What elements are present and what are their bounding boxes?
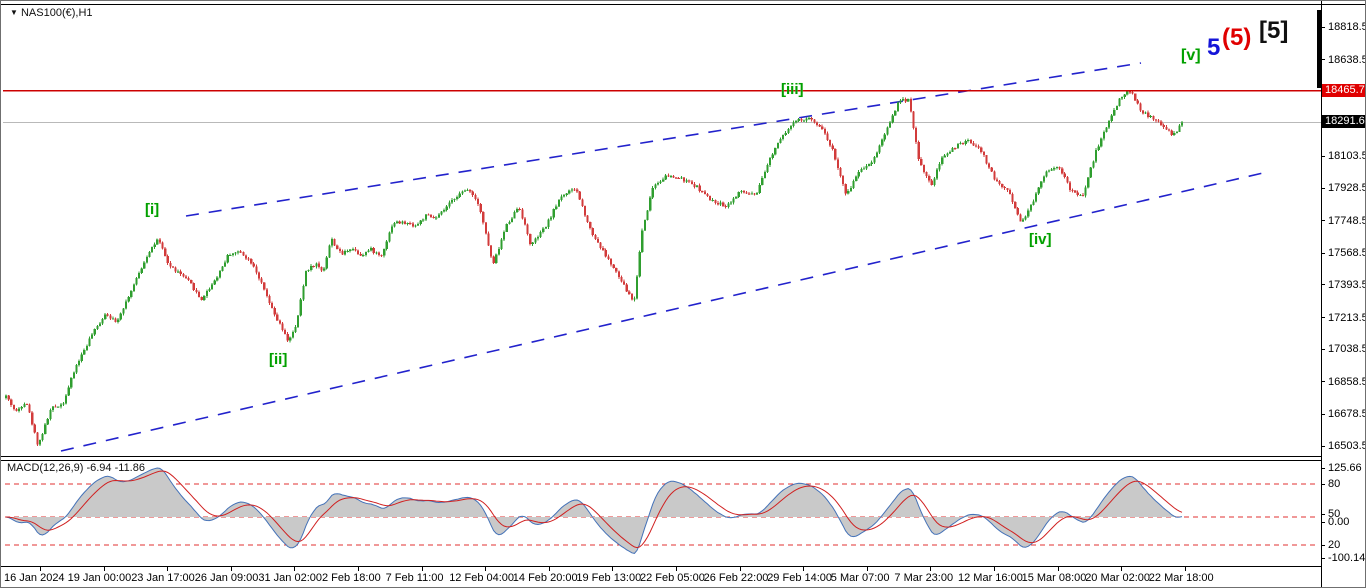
price-axis-label: 18638.5	[1328, 53, 1366, 66]
time-axis-label: 26 Jan 09:00	[194, 572, 259, 584]
macd-top-border	[1, 460, 1321, 461]
time-axis-tick	[676, 567, 677, 571]
macd-label[interactable]: MACD(12,26,9) -6.94 -11.86	[7, 462, 145, 474]
time-axis-label: 16 Jan 2024	[4, 572, 65, 584]
price-axis-label: 17038.5	[1328, 343, 1366, 356]
axis-marker-bar	[1317, 10, 1322, 88]
time-axis-tick	[1057, 567, 1059, 571]
time-axis-label: 14 Feb 20:00	[512, 572, 578, 584]
time-axis-tick	[930, 567, 932, 571]
time-axis-tick	[866, 567, 868, 571]
macd-axis-label: 125.66	[1328, 462, 1362, 474]
macd-axis-label: 20	[1328, 539, 1341, 551]
time-axis-label: 20 Mar 02:00	[1085, 572, 1151, 584]
price-axis-label: 16858.5	[1328, 375, 1366, 388]
price-axis-label: 16503.5	[1328, 440, 1366, 453]
macd-axis-tick	[1321, 545, 1325, 546]
wave-label-ii[interactable]: [ii]	[269, 351, 288, 368]
macd-axis-tick	[1321, 514, 1325, 515]
time-axis-label: 31 Jan 02:00	[258, 572, 323, 584]
price-chart-canvas[interactable]	[3, 5, 1321, 456]
wave-label-v[interactable]: [v]	[1181, 47, 1201, 64]
wave-label-iv[interactable]: [iv]	[1029, 231, 1052, 248]
time-axis-tick	[485, 567, 487, 571]
price-axis-label: 17568.5	[1328, 247, 1366, 260]
macd-indicator-canvas[interactable]	[3, 461, 1321, 566]
time-axis-label: 19 Jan 00:00	[67, 572, 132, 584]
price-axis-tick	[1321, 349, 1325, 350]
time-axis-label: 23 Jan 17:00	[131, 572, 195, 584]
time-axis-label: 5 Mar 07:00	[830, 572, 890, 584]
macd-axis-label: -100.14	[1328, 552, 1366, 564]
price-axis-tick	[1321, 446, 1325, 447]
current-price-badge: 18291.6	[1322, 115, 1365, 129]
symbol-label[interactable]: ▼ NAS100(€),H1	[10, 7, 93, 19]
time-axis-label: 2 Feb 18:00	[322, 572, 381, 584]
chart-top-border	[1, 4, 1365, 5]
time-axis-label: 19 Feb 13:00	[576, 572, 642, 584]
axis-separator[interactable]	[1321, 1, 1322, 587]
price-axis-label: 18818.5	[1328, 21, 1366, 33]
price-axis-tick	[1321, 414, 1325, 415]
price-axis-tick	[1321, 59, 1325, 60]
chevron-down-icon[interactable]: ▼	[10, 8, 18, 17]
time-axis-label: 22 Feb 05:00	[640, 572, 705, 584]
price-axis-label: 17393.5	[1328, 278, 1366, 291]
time-axis-tick	[612, 567, 614, 571]
wave-label-i[interactable]: [i]	[145, 201, 160, 218]
price-axis-tick	[1321, 284, 1325, 285]
price-axis-label: 17213.5	[1328, 311, 1366, 324]
price-axis-tick	[1321, 381, 1325, 382]
time-axis-tick	[1184, 567, 1186, 571]
time-axis-tick	[421, 567, 423, 571]
degree-label-5[interactable]: 5	[1207, 34, 1221, 61]
time-axis-label: 22 Mar 18:00	[1148, 572, 1214, 584]
price-axis-tick	[1321, 156, 1325, 157]
time-axis-label: 12 Feb 04:00	[449, 572, 515, 584]
time-axis-label: 26 Feb 22:00	[703, 572, 769, 584]
time-axis-tick	[739, 567, 741, 571]
macd-axis-tick	[1321, 468, 1325, 469]
macd-axis-tick	[1321, 484, 1325, 485]
price-axis-tick	[1321, 188, 1325, 189]
time-axis-label: 29 Feb 14:00	[767, 572, 833, 584]
price-axis-tick	[1321, 27, 1325, 28]
price-axis-tick	[1321, 253, 1325, 254]
symbol-text: NAS100(€),H1	[20, 7, 93, 19]
price-axis-tick	[1321, 220, 1325, 221]
time-axis-tick	[230, 567, 232, 571]
time-axis-tick	[167, 567, 169, 571]
macd-axis-label: 80	[1328, 478, 1341, 490]
price-axis-label: 17928.5	[1328, 182, 1366, 195]
wave-label-iii[interactable]: [iii]	[781, 81, 804, 98]
macd-axis-tick	[1321, 558, 1325, 559]
degree-label-5-paren[interactable]: (5)	[1222, 24, 1252, 51]
resistance-price-badge: 18465.7	[1322, 83, 1365, 97]
time-axis-tick	[1121, 567, 1123, 571]
time-axis-tick	[294, 567, 296, 571]
time-axis-tick	[803, 567, 805, 571]
time-axis-tick	[358, 567, 359, 571]
time-axis-label: 12 Mar 16:00	[958, 572, 1023, 584]
macd-axis-label: 0.00	[1328, 516, 1350, 528]
time-axis-tick	[994, 567, 995, 571]
time-axis-label: 7 Feb 11:00	[385, 572, 444, 584]
time-axis-label: 7 Mar 23:00	[894, 572, 954, 584]
price-axis-tick	[1321, 317, 1325, 318]
time-axis-tick	[40, 567, 41, 571]
macd-bottom-border	[1, 566, 1321, 567]
degree-label-5-bracket[interactable]: [5]	[1259, 17, 1289, 44]
price-axis-label: 16678.5	[1328, 408, 1366, 421]
time-axis-label: 15 Mar 08:00	[1021, 572, 1087, 584]
macd-axis-label: 50	[1328, 508, 1341, 520]
price-axis-label: 17748.5	[1328, 214, 1366, 227]
chart-bottom-border[interactable]	[1, 456, 1321, 457]
time-axis-tick	[548, 567, 550, 571]
macd-axis-tick	[1321, 522, 1325, 523]
time-axis-tick	[103, 567, 105, 571]
price-axis-label: 18103.5	[1328, 150, 1366, 163]
